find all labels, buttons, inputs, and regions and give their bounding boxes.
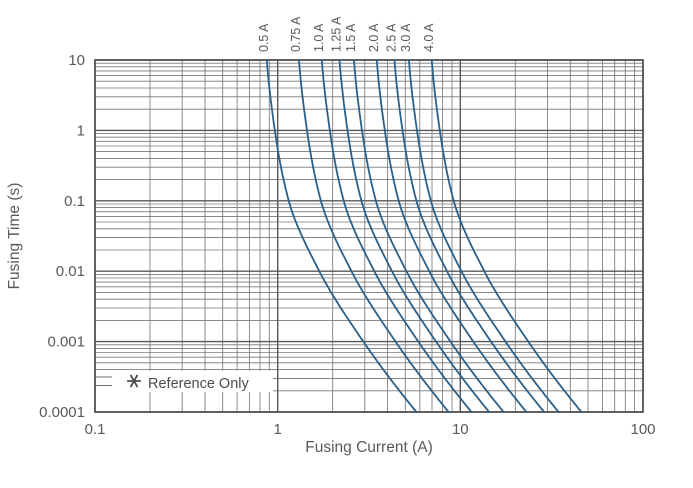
svg-text:4.0 A: 4.0 A <box>422 23 436 52</box>
svg-text:1: 1 <box>274 421 282 438</box>
svg-text:1.5 A: 1.5 A <box>344 23 358 52</box>
svg-text:0.001: 0.001 <box>47 334 85 351</box>
svg-text:0.0001: 0.0001 <box>39 404 85 421</box>
svg-text:1: 1 <box>77 122 85 139</box>
svg-text:3.0 A: 3.0 A <box>399 23 413 52</box>
svg-text:0.01: 0.01 <box>56 263 85 280</box>
svg-text:10: 10 <box>452 421 469 438</box>
svg-text:1.0 A: 1.0 A <box>312 23 326 52</box>
svg-text:0.1: 0.1 <box>64 193 85 210</box>
svg-text:10: 10 <box>68 52 85 69</box>
svg-text:0.5 A: 0.5 A <box>257 23 271 52</box>
svg-text:Fusing Time (s): Fusing Time (s) <box>6 183 23 290</box>
svg-text:Fusing Current (A): Fusing Current (A) <box>305 439 432 456</box>
svg-text:0.75 A: 0.75 A <box>289 16 303 52</box>
svg-text:1.25 A: 1.25 A <box>330 16 344 52</box>
svg-text:2.5 A: 2.5 A <box>385 23 399 52</box>
svg-text:100: 100 <box>630 421 655 438</box>
svg-text:Reference Only: Reference Only <box>148 376 249 392</box>
svg-text:2.0 A: 2.0 A <box>367 23 381 52</box>
svg-text:0.1: 0.1 <box>85 421 106 438</box>
